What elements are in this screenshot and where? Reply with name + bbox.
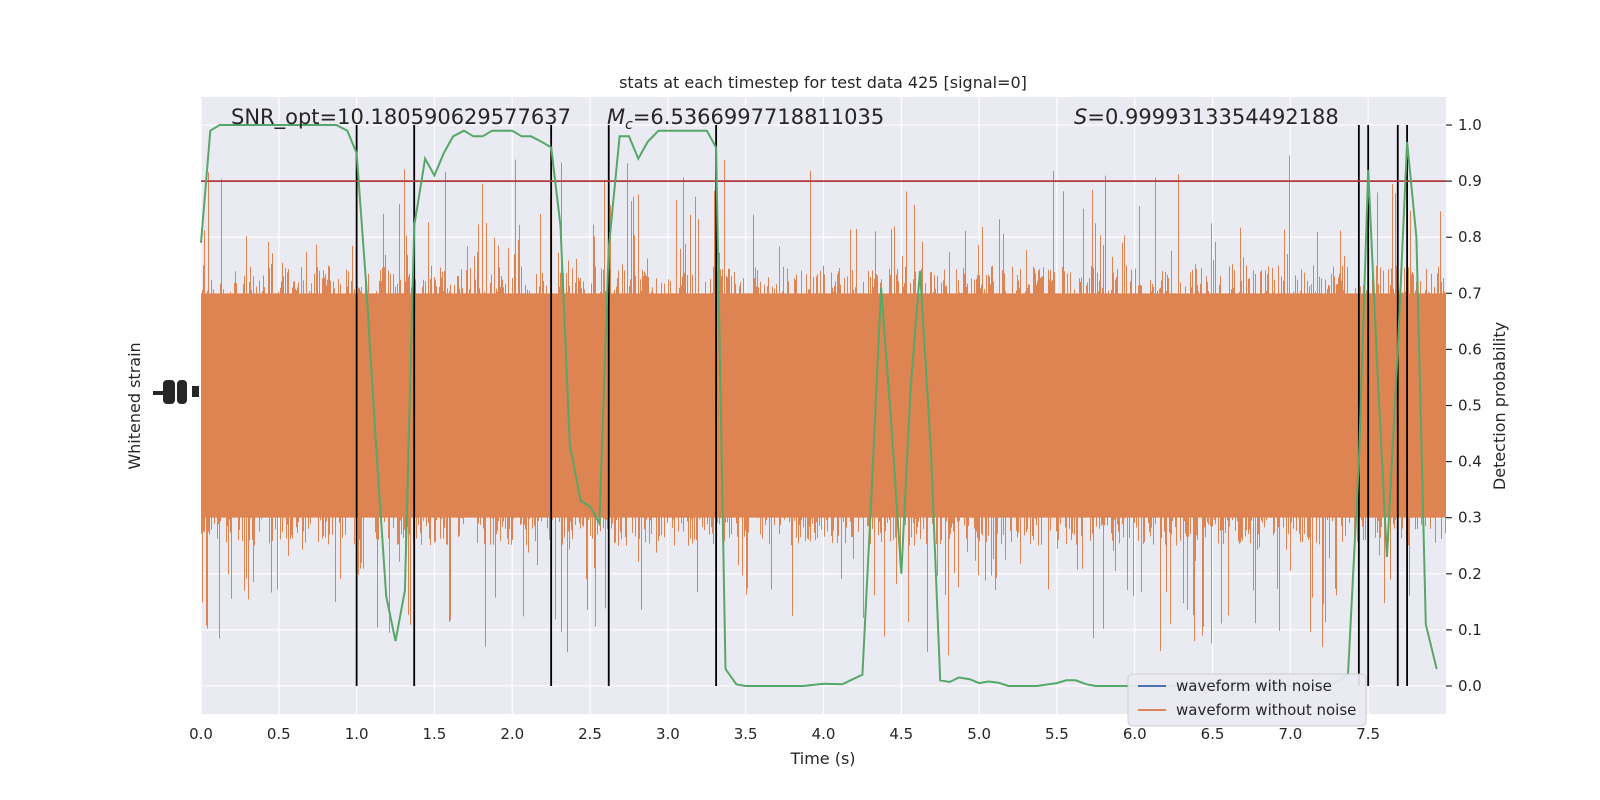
detection-probability-line [200,124,1438,687]
x-tick-label: 7.5 [1356,725,1380,743]
x-tick-label: 3.0 [656,725,680,743]
s-annotation: S=0.9999313354492188 [1074,105,1339,129]
legend: waveform with noise waveform without noi… [1127,673,1367,727]
x-tick-label: 1.5 [423,725,447,743]
x-tick-label: 6.0 [1123,725,1147,743]
legend-label-with-noise: waveform with noise [1176,677,1332,695]
y-tick-label: 0.4 [1458,453,1482,471]
x-tick-label: 6.5 [1201,725,1225,743]
x-tick-label: 2.5 [578,725,602,743]
snr-annotation: SNR_opt=10.180590629577637 [231,105,571,130]
y-tick-label: 0.6 [1458,340,1482,358]
x-tick-label: 0.5 [267,725,291,743]
x-tick-label: 0.0 [189,725,213,743]
x-axis-ticks: 0.0 0.5 1.0 1.5 2.0 2.5 3.0 3.5 4.0 4.5 5.0 5.5 6.0 6… [189,725,1380,743]
x-tick-label: 7.0 [1278,725,1302,743]
y-tick-label: 0.1 [1458,621,1482,639]
y-axis-right-ticks: 0.0 0.1 0.2 0.3 0.4 0.5 0.6 0.7 0.8 0.9 1.0 [1446,116,1482,695]
y-tick-label: 0.2 [1458,565,1482,583]
x-tick-label: 2.0 [500,725,524,743]
left-axis-overlapping-ticks [153,380,199,404]
x-tick-label: 5.0 [967,725,991,743]
y-tick-label: 0.7 [1458,284,1482,302]
y-tick-label: 0.0 [1458,677,1482,695]
y-tick-label: 0.9 [1458,172,1482,190]
x-tick-label: 4.5 [889,725,913,743]
y-tick-label: 0.5 [1458,397,1482,415]
x-tick-label: 1.0 [345,725,369,743]
y-tick-label: 1.0 [1458,116,1482,134]
vertical-markers [355,125,1408,686]
chirp-mass-annotation: Mc=6.5366997718811035 [607,105,884,133]
x-axis-label: Time (s) [789,749,855,768]
y-axis-right-label: Detection probability [1490,322,1509,490]
x-tick-label: 5.5 [1045,725,1069,743]
y-tick-label: 0.3 [1458,509,1482,527]
y-axis-left-label: Whitened strain [125,342,144,469]
noise-spikes [201,155,1446,656]
x-tick-label: 3.5 [734,725,758,743]
x-tick-label: 4.0 [812,725,836,743]
legend-label-without-noise: waveform without noise [1176,701,1356,719]
chart-title: stats at each timestep for test data 425… [619,73,1027,92]
y-tick-label: 0.8 [1458,228,1482,246]
